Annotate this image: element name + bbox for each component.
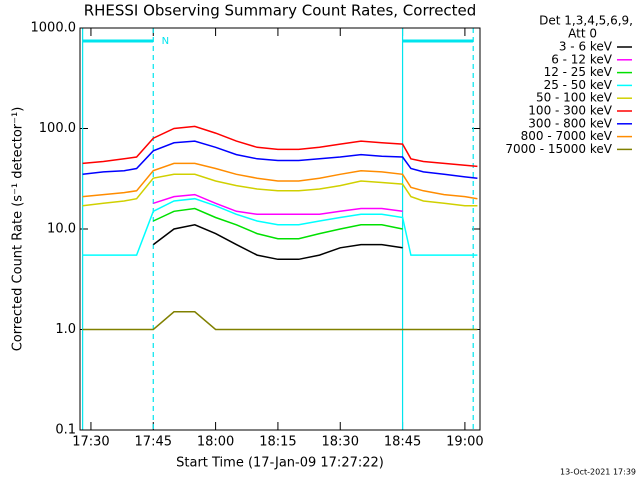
series-line [82, 311, 478, 331]
series-line [153, 193, 403, 216]
legend-label: 800 - 7000 keV [521, 129, 613, 143]
series-line [82, 125, 478, 168]
x-tick-label: 19:00 [446, 435, 483, 450]
y-tick-label: 0.1 [55, 423, 76, 438]
series-line [82, 173, 478, 207]
y-tick-label: 1000.0 [31, 21, 77, 36]
legend-label: 100 - 300 keV [528, 104, 612, 118]
series-line [82, 197, 478, 256]
series-line [82, 162, 478, 200]
x-tick-label: 17:45 [135, 435, 172, 450]
legend-title: Det 1,3,4,5,6,9, [539, 14, 633, 28]
series-line [82, 140, 478, 179]
series-line [152, 207, 403, 240]
legend-label: 50 - 100 keV [536, 91, 613, 105]
y-tick-label: 1.0 [55, 322, 76, 337]
legend-label: 6 - 12 keV [551, 52, 613, 66]
x-axis-label: Start Time (17-Jan-09 17:27:22) [176, 456, 384, 471]
legend-label: 7000 - 15000 keV [505, 142, 612, 156]
x-tick-label: 18:00 [197, 435, 234, 450]
y-tick-label: 100.0 [39, 121, 76, 136]
legend-label: 12 - 25 keV [544, 65, 613, 79]
legend-label: 3 - 6 keV [559, 40, 613, 54]
footer: 13-Oct-2021 17:39 [560, 468, 636, 477]
plot-frame [79, 27, 481, 431]
chart-title: RHESSI Observing Summary Count Rates, Co… [84, 2, 477, 20]
marker-label: N [162, 36, 169, 47]
y-axis-label: Corrected Count Rate (s⁻¹ detector⁻¹) [11, 107, 26, 352]
series-line [152, 224, 403, 261]
legend-label: 25 - 50 keV [544, 78, 613, 92]
legend-title: Att 0 [568, 27, 597, 41]
x-tick-label: 18:30 [322, 435, 359, 450]
x-tick-label: 17:30 [72, 435, 109, 450]
legend-label: 300 - 800 keV [528, 116, 612, 130]
x-tick-label: 18:15 [259, 435, 296, 450]
y-tick-label: 10.0 [47, 222, 76, 237]
x-tick-label: 18:45 [384, 435, 421, 450]
